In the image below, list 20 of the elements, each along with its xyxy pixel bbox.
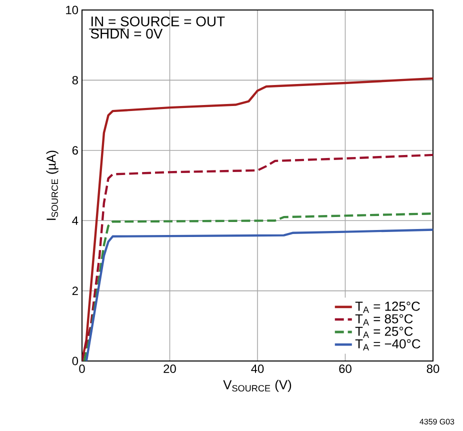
legend-label: T$_{A}$ = 85°C [355,314,413,326]
y-tick-label: 2 [72,286,78,295]
y-tick-label: 0 [72,356,78,366]
x-tick-label: 60 [339,364,352,373]
x-tick-label: 40 [251,364,264,373]
legend-label: T$_{A}$ = 25°C [355,326,413,338]
x-tick-label: 80 [426,364,440,373]
y-tick-label: 8 [72,76,78,84]
y-tick-label: 4 [72,216,78,225]
y-tick-label: 10 [66,6,78,14]
y-axis-title: I$_{SOURCE}$ (µA) [46,150,58,220]
legend-label: T$_{A}$ = −40°C [355,339,420,350]
x-axis-title: V$_{SOURCE}$ (V) [223,380,292,392]
y-tick-label: 6 [72,146,78,155]
x-tick-label: 20 [164,364,176,373]
annotation: IN = SOURCE = OUT [92,16,225,26]
annotation: SHDN = 0V [90,28,163,39]
legend-label: T$_{A}$ = 125°C [355,302,420,313]
x-tick-label: 0 [79,364,85,373]
line-series [82,154,433,361]
